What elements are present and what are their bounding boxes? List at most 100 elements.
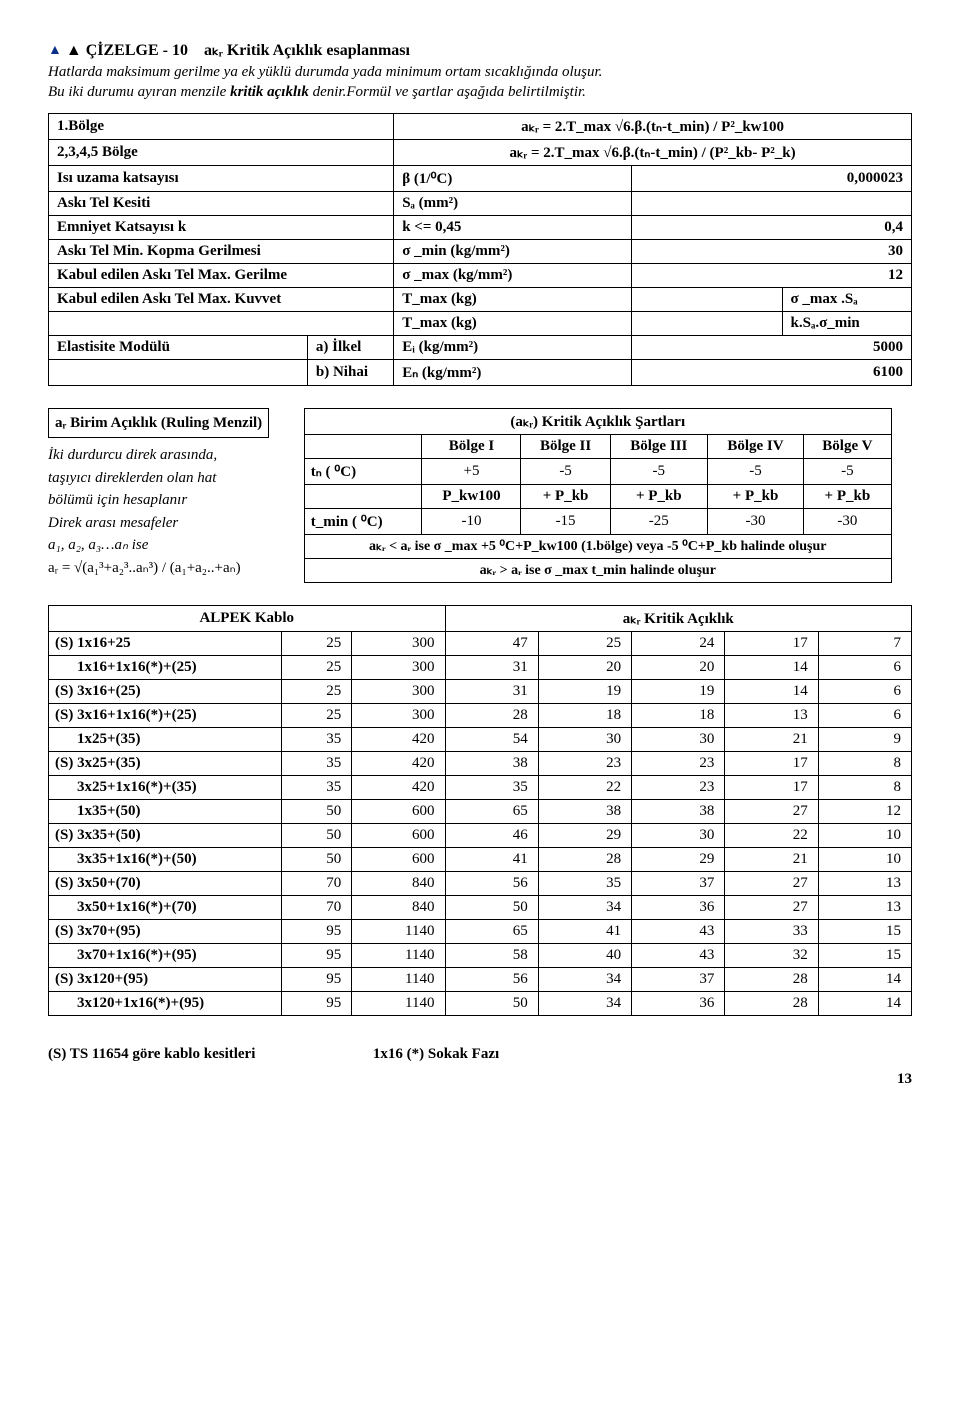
cell: + P_kb (707, 484, 803, 508)
cell: 840 (352, 871, 445, 895)
cell: +5 (422, 458, 521, 484)
cell: -5 (804, 458, 892, 484)
left-l2: taşıyıcı direklerden olan hat (48, 467, 300, 490)
cell: 600 (352, 847, 445, 871)
cell: aₖᵣ = 2.T_max √6.β.(tₙ-t_min) / (P²_kb- … (394, 139, 912, 165)
cond-line-1: aₖᵣ < aᵣ ise σ _max +5 ⁰C+P_kw100 (1.böl… (369, 539, 826, 554)
chart-title: ▲ ▲ ÇİZELGE - 10 aₖᵣ Kritik Açıklık esap… (48, 40, 912, 60)
cell: Eᵢ (kg/mm²) (394, 335, 631, 359)
cell: 30 (632, 727, 725, 751)
left-l5: a₁, a₂, a₃…aₙ ise (48, 534, 300, 557)
t3-h1: ALPEK Kablo (49, 605, 446, 631)
cell: 17 (725, 775, 818, 799)
table-row: Kabul edilen Askı Tel Max. Kuvvet T_max … (49, 287, 912, 311)
cell: 56 (445, 871, 538, 895)
cell (631, 287, 782, 311)
cell: 13 (818, 871, 911, 895)
cell: T_max (kg) (394, 287, 631, 311)
cell: 65 (445, 919, 538, 943)
table-row: Elastisite Modülü a) İlkel Eᵢ (kg/mm²) 5… (49, 335, 912, 359)
cell: 3x25+1x16(*)+(35) (49, 775, 282, 799)
cell: 50 (282, 799, 352, 823)
table-row: (S) 3x16+1x16(*)+(25)25300281818136 (49, 703, 912, 727)
cell: 31 (445, 655, 538, 679)
cell: 38 (538, 799, 631, 823)
foot-left: (S) TS 11654 göre kablo kesitleri (48, 1046, 255, 1062)
cell: 15 (818, 943, 911, 967)
cell: 95 (282, 919, 352, 943)
table-row: 3x120+1x16(*)+(95)9511405034362814 (49, 991, 912, 1015)
cell: 30 (631, 239, 912, 263)
page-number: 13 (48, 1071, 912, 1088)
cell: 600 (352, 799, 445, 823)
cell: 15 (818, 919, 911, 943)
table-row: (S) 1x16+2525300472524177 (49, 631, 912, 655)
cell: 1x16+1x16(*)+(25) (49, 655, 282, 679)
cell: 420 (352, 751, 445, 775)
cell: 27 (725, 871, 818, 895)
cell: 22 (538, 775, 631, 799)
cell: (S) 3x70+(95) (49, 919, 282, 943)
cell: 41 (538, 919, 631, 943)
ruling-menzil-block: aᵣ Birim Açıklık (Ruling Menzil) İki dur… (48, 408, 300, 580)
cell: + P_kb (521, 484, 610, 508)
cell: β (1/⁰C) (394, 165, 631, 191)
cell: 30 (632, 823, 725, 847)
cell: -15 (521, 508, 610, 534)
cell: 840 (352, 895, 445, 919)
cell: 2,3,4,5 Bölge (49, 139, 394, 165)
cell: Kabul edilen Askı Tel Max. Kuvvet (49, 287, 394, 311)
cell: Isı uzama katsayısı (49, 165, 394, 191)
cell: 18 (538, 703, 631, 727)
cell: -10 (422, 508, 521, 534)
table-row: 1x35+(50)506006538382712 (49, 799, 912, 823)
cell: -5 (521, 458, 610, 484)
cell: Bölge III (610, 434, 707, 458)
cell: 29 (632, 847, 725, 871)
cell: (S) 3x16+(25) (49, 679, 282, 703)
cell: σ _max (kg/mm²) (394, 263, 631, 287)
cell: 19 (538, 679, 631, 703)
cell: (S) 1x16+25 (49, 631, 282, 655)
cell: 21 (725, 847, 818, 871)
table-row: 1x16+1x16(*)+(25)25300312020146 (49, 655, 912, 679)
params-table: 1.Bölge aₖᵣ = 2.T_max √6.β.(tₙ-t_min) / … (48, 113, 912, 386)
table-row: Askı Tel Kesiti Sₐ (mm²) (49, 191, 912, 215)
table-row: 3x70+1x16(*)+(95)9511405840433215 (49, 943, 912, 967)
title-suffix: aₖᵣ Kritik Açıklık esaplanması (204, 42, 410, 59)
cell: 1140 (352, 943, 445, 967)
cell: 36 (632, 991, 725, 1015)
cell: 65 (445, 799, 538, 823)
cell: 43 (632, 919, 725, 943)
cell: Bölge V (804, 434, 892, 458)
cell: 19 (632, 679, 725, 703)
cell: Bölge IV (707, 434, 803, 458)
intro-l2a: Bu iki durumu ayıran menzile (48, 84, 230, 100)
table-row: P_kw100 + P_kb + P_kb + P_kb + P_kb (304, 484, 891, 508)
cell: 14 (818, 991, 911, 1015)
cell: 30 (538, 727, 631, 751)
cell: -5 (707, 458, 803, 484)
cell: 300 (352, 631, 445, 655)
cell: 50 (282, 847, 352, 871)
cell: k.Sₐ.σ_min (782, 311, 911, 335)
cell: 1140 (352, 991, 445, 1015)
cell: 17 (725, 751, 818, 775)
cell: a) İlkel (307, 335, 393, 359)
cell: 34 (538, 967, 631, 991)
cell: 13 (725, 703, 818, 727)
cond-line-2: aₖᵣ > aᵣ ise σ _max t_min halinde oluşur (480, 563, 716, 578)
cell: 1x35+(50) (49, 799, 282, 823)
table-row: 3x35+1x16(*)+(50)506004128292110 (49, 847, 912, 871)
cell: 25 (538, 631, 631, 655)
cell (631, 311, 782, 335)
cell: -5 (610, 458, 707, 484)
cell: Bölge II (521, 434, 610, 458)
cell: 35 (282, 751, 352, 775)
table-row: (S) 3x35+(50)506004629302210 (49, 823, 912, 847)
cell: 56 (445, 967, 538, 991)
cell: 7 (818, 631, 911, 655)
cell: + P_kb (610, 484, 707, 508)
cell: 35 (445, 775, 538, 799)
table-row: (S) 3x25+(35)35420382323178 (49, 751, 912, 775)
